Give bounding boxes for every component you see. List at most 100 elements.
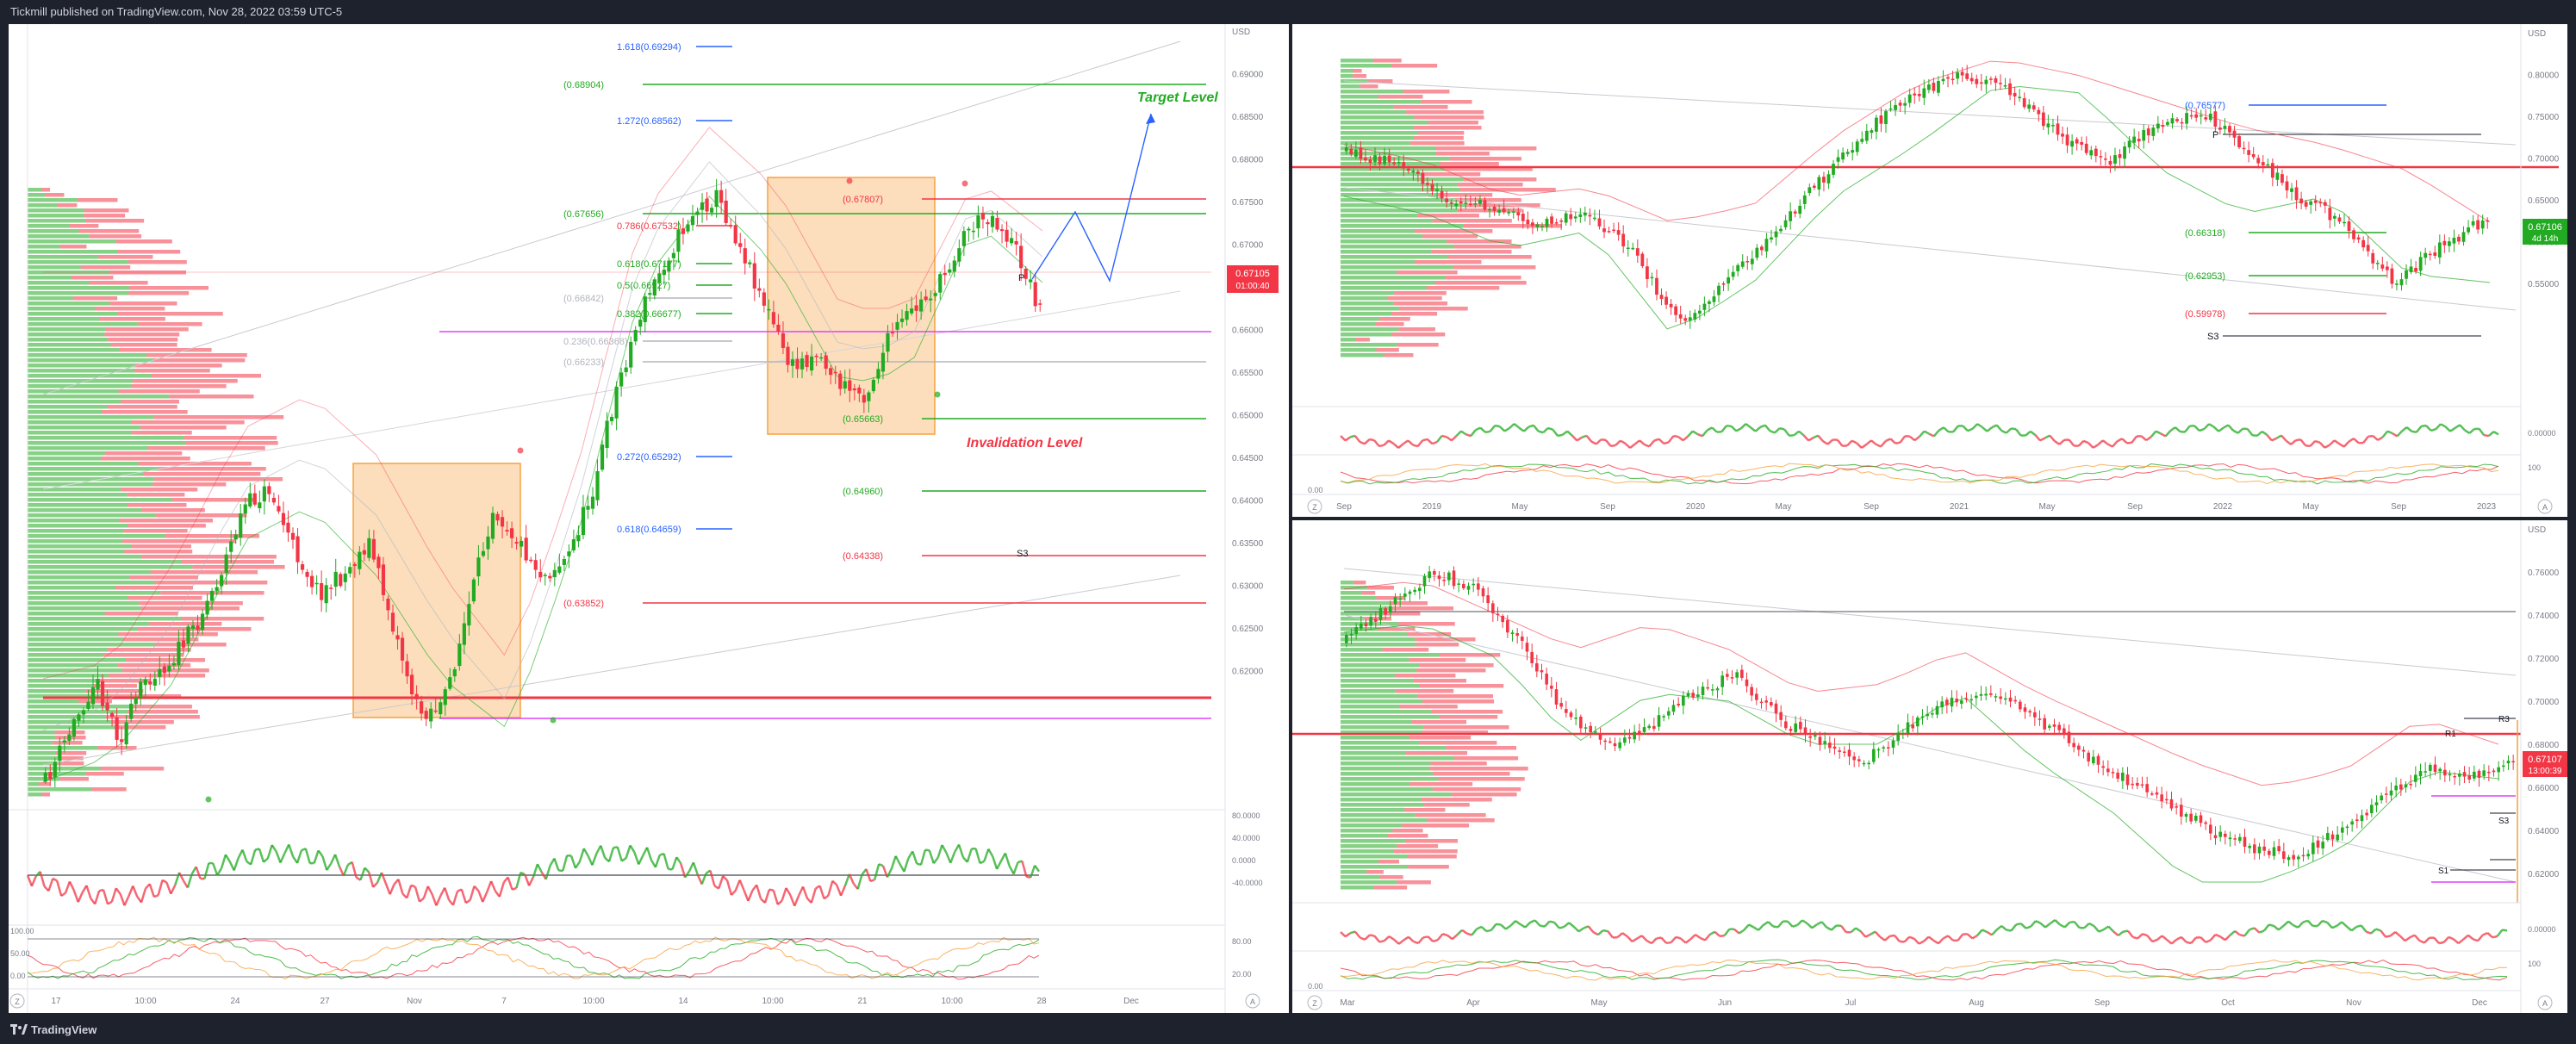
- time-axis[interactable]: 17 10:00 24 27 Nov 7 10:00 14 10:00 21 10:00 28 Dec: [51, 997, 1138, 1006]
- osc-segment: [2290, 439, 2297, 445]
- candle-body: [1392, 162, 1397, 165]
- s1-label: S1: [2438, 867, 2449, 876]
- candle-body: [1774, 231, 1778, 238]
- volume-bar-sell: [57, 203, 78, 208]
- osc-segment: [595, 845, 602, 854]
- osc-segment: [237, 848, 244, 859]
- price-axis[interactable]: USD0.760000.740000.720000.700000.680000.…: [1308, 525, 2560, 991]
- projection-arrow-icon: [1146, 114, 1155, 124]
- osc-segment: [1739, 423, 1747, 430]
- auto-scale-button[interactable]: [2537, 995, 2553, 1010]
- time-axis[interactable]: Sep 2019 May Sep 2020 May Sep 2021 May Sep 2022 May…: [1336, 502, 2496, 512]
- candle-body: [1403, 593, 1407, 597]
- candle-body: [2352, 230, 2355, 239]
- osc-segment: [949, 851, 956, 864]
- osc-segment: [2186, 941, 2192, 945]
- osc-segment: [995, 861, 1003, 870]
- osc-segment: [406, 885, 413, 898]
- range-box-2[interactable]: [767, 177, 936, 435]
- zoom-button[interactable]: [1307, 995, 1322, 1010]
- time-tick-label: Apr: [1466, 998, 1480, 1008]
- trendline-lower[interactable]: [1343, 187, 2517, 311]
- candle-body: [862, 395, 866, 403]
- candle-body: [1491, 603, 1495, 613]
- volume-bar-buy: [28, 617, 181, 621]
- projection-path[interactable]: [1031, 113, 1152, 283]
- candle-body: [2142, 129, 2146, 141]
- candle-body: [890, 332, 895, 334]
- candlesticks: [1345, 565, 2515, 868]
- osc-segment: [1446, 436, 1453, 442]
- candle-body: [1554, 689, 1559, 705]
- chart-daily-panel[interactable]: R3 R1 S3 S1 USD 0.76000 0.74000 0.72000 0.70…: [1292, 520, 2567, 1013]
- osc-segment: [1340, 435, 1347, 442]
- volume-bar-sell: [94, 307, 165, 311]
- volume-bar-buy: [28, 245, 60, 249]
- candle-body: [1603, 740, 1607, 743]
- time-tick-label: 14: [678, 997, 688, 1006]
- candle-body: [2399, 784, 2403, 790]
- volume-bar-buy: [1341, 746, 1447, 750]
- trendline-lower[interactable]: [42, 575, 1181, 766]
- osc-segment: [2146, 935, 2154, 942]
- candle-body: [2312, 842, 2315, 854]
- osc-segment: [444, 887, 451, 901]
- osc-segment: [1403, 439, 1409, 445]
- auto-scale-button[interactable]: [2537, 499, 2553, 514]
- candle-body: [258, 502, 262, 509]
- candle-body: [1426, 183, 1429, 185]
- auto-scale-button[interactable]: [1245, 993, 1260, 1009]
- oscillator-axis: 80.000040.00000.0000-40.0000100.0050.000…: [10, 811, 1263, 980]
- candle-body: [2032, 105, 2036, 110]
- zoom-button[interactable]: [1307, 499, 1322, 514]
- candle-body: [2041, 112, 2045, 127]
- volume-bar-sell: [124, 529, 188, 533]
- osc-segment: [2287, 920, 2294, 927]
- chart-weekly-panel[interactable]: (0.76577) (0.66318) (0.62953) (0.59978) P S…: [1292, 24, 2567, 517]
- zoom-button[interactable]: [9, 993, 25, 1009]
- osc-segment: [1549, 920, 1555, 924]
- osc-segment: [1422, 438, 1428, 442]
- candle-body: [1965, 73, 1969, 79]
- osc-segment: [878, 863, 884, 867]
- osc-segment: [2000, 429, 2007, 434]
- trendline-upper[interactable]: [1343, 568, 2517, 676]
- volume-bar-buy: [28, 560, 181, 564]
- range-box-1[interactable]: [352, 463, 521, 718]
- candle-body: [158, 668, 162, 677]
- osc-segment: [992, 855, 999, 870]
- volume-bar-sell: [52, 741, 83, 745]
- candle-body: [2380, 795, 2383, 801]
- trendline-mid[interactable]: [42, 290, 1181, 490]
- candle-body: [2438, 768, 2442, 772]
- osc-segment: [1923, 430, 1930, 435]
- osc-segment: [94, 890, 101, 904]
- candle-body: [2027, 104, 2032, 109]
- candle-body: [1755, 247, 1759, 258]
- candle-body: [1579, 717, 1583, 729]
- volume-bar-buy: [28, 529, 125, 533]
- chart-daily-canvas[interactable]: R3 R1 S3 S1 USD0.760000.740000.720000.70…: [1292, 520, 2567, 1013]
- chart-4h-panel[interactable]: 1.618(0.69294) (0.68904) 1.272(0.68562) (0.…: [9, 24, 1289, 1013]
- trendline-lower[interactable]: [1343, 614, 2517, 883]
- volume-bar-buy: [1341, 291, 1395, 295]
- candle-body: [109, 712, 115, 718]
- price-axis[interactable]: USD0.690000.685000.680000.675000.670000.…: [1232, 28, 1264, 677]
- trendline-upper[interactable]: [42, 40, 1181, 395]
- candle-body: [1750, 687, 1753, 696]
- osc-segment: [979, 860, 985, 865]
- osc-segment: [2000, 924, 2007, 931]
- time-axis[interactable]: Mar Apr May Jun Jul Aug Sep Oct Nov Dec: [1340, 998, 2487, 1008]
- volume-bar-buy: [28, 720, 111, 724]
- candle-body: [1770, 237, 1773, 240]
- volume-bar-buy: [1341, 699, 1423, 704]
- candle-body: [1798, 205, 1802, 214]
- osc-segment: [224, 854, 231, 862]
- volume-bar-sell: [80, 265, 131, 270]
- candle-body: [2175, 806, 2178, 808]
- chart-weekly-canvas[interactable]: (0.76577)(0.66318)(0.62953)(0.59978) P S…: [1292, 24, 2567, 517]
- chart-4h-canvas[interactable]: 1.618(0.69294)(0.68904)1.272(0.68562)(0.…: [9, 24, 1289, 1013]
- current-price-badge: [1227, 265, 1279, 293]
- candle-body: [1650, 277, 1654, 279]
- volume-bar-sell: [180, 617, 264, 621]
